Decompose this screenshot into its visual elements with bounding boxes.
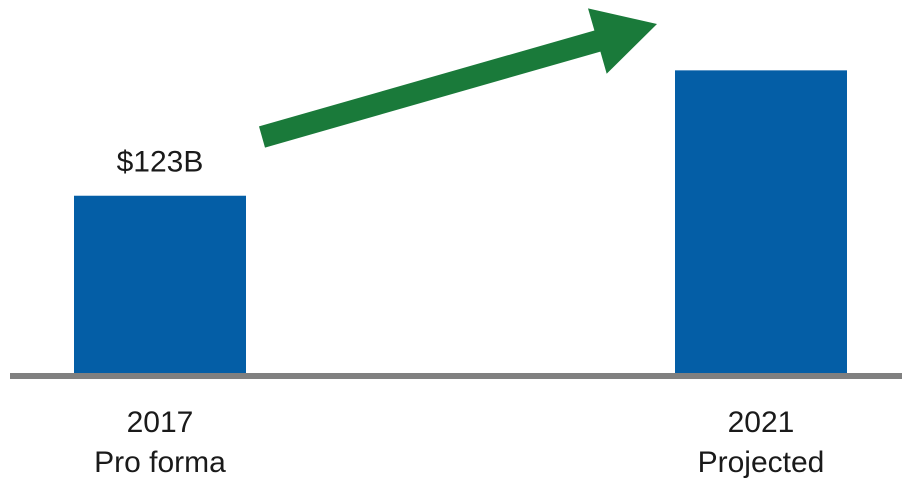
category-label-0-line-0: 2017 <box>127 406 194 439</box>
bar-1 <box>675 70 847 374</box>
category-label-1-line-0: 2021 <box>728 406 795 439</box>
bar-0 <box>74 195 246 373</box>
data-label-0: $123B <box>117 146 204 179</box>
growth-arrow-group <box>259 8 657 148</box>
growth-arrow <box>259 8 657 148</box>
category-label-1-line-1: Projected <box>698 446 825 479</box>
category-label-0-line-1: Pro forma <box>94 446 226 479</box>
bars-group <box>74 70 847 374</box>
labels-group: $123B 2017 Pro forma 2021 Projected <box>94 146 824 479</box>
